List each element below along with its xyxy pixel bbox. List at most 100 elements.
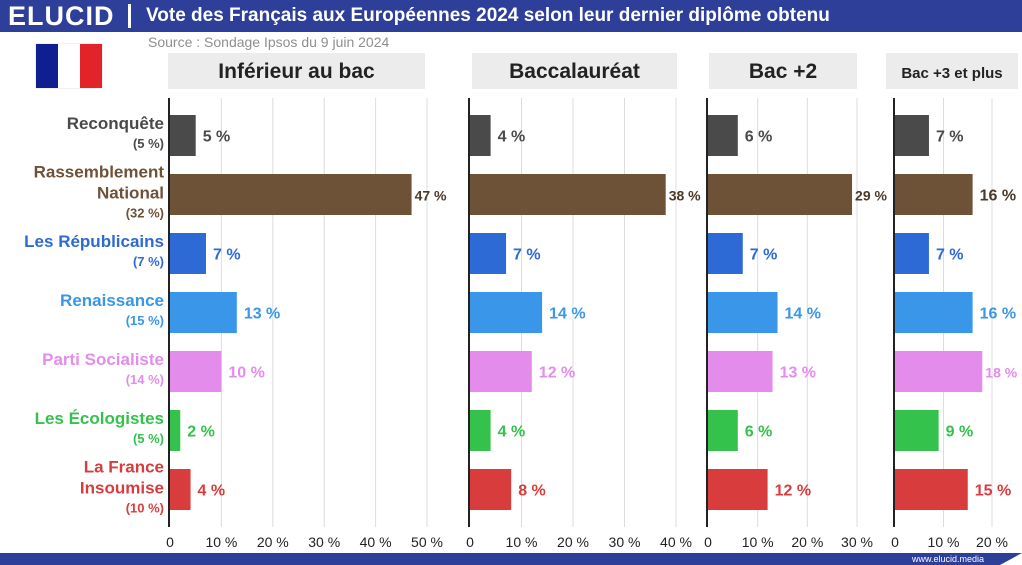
value-label-0-2: 7 % bbox=[213, 247, 241, 264]
x-tick-0-3: 30 % bbox=[308, 534, 340, 550]
bar-0-1 bbox=[170, 174, 412, 215]
bar-0-6 bbox=[170, 469, 191, 510]
bar-3-1 bbox=[895, 174, 973, 215]
bar-2-6 bbox=[708, 469, 768, 510]
bar-0-3 bbox=[170, 292, 237, 333]
value-label-1-6: 8 % bbox=[518, 483, 546, 500]
value-label-2-0: 6 % bbox=[745, 129, 773, 146]
footer-corner bbox=[1000, 553, 1022, 565]
panel-title-2: Bac +2 bbox=[749, 60, 817, 83]
header-divider bbox=[128, 4, 131, 28]
value-label-0-1: 47 % bbox=[415, 188, 447, 204]
value-label-1-2: 7 % bbox=[513, 247, 541, 264]
value-label-0-0: 5 % bbox=[203, 129, 231, 146]
flag-stripe-red bbox=[80, 44, 102, 88]
category-label-5: Les Écologistes (5 %) bbox=[35, 409, 164, 446]
footer-bar: www.elucid.media bbox=[0, 553, 1022, 565]
bar-1-6 bbox=[470, 469, 512, 510]
x-tick-0-0: 0 bbox=[166, 534, 174, 550]
category-label-0: Reconquête (5 %) bbox=[67, 114, 164, 151]
bar-2-0 bbox=[708, 115, 738, 156]
chart-source: Source : Sondage Ipsos du 9 juin 2024 bbox=[148, 34, 390, 50]
x-tick-2-1: 10 % bbox=[742, 534, 774, 550]
value-label-0-4: 10 % bbox=[228, 365, 264, 382]
panel-header-bg-0 bbox=[168, 53, 425, 89]
bar-2-2 bbox=[708, 233, 743, 274]
flag-stripe-white bbox=[58, 44, 80, 88]
x-tick-2-0: 0 bbox=[704, 534, 712, 550]
category-label-2: Les Républicains (7 %) bbox=[24, 232, 164, 269]
x-tick-2-3: 30 % bbox=[841, 534, 873, 550]
value-label-2-3: 14 % bbox=[785, 306, 821, 323]
x-tick-0-5: 50 % bbox=[411, 534, 443, 550]
value-label-2-2: 7 % bbox=[750, 247, 778, 264]
bar-0-0 bbox=[170, 115, 196, 156]
bar-2-3 bbox=[708, 292, 778, 333]
chart-title: Vote des Français aux Européennes 2024 s… bbox=[146, 5, 830, 26]
category-label-3: Renaissance (15 %) bbox=[60, 291, 164, 328]
x-tick-1-1: 10 % bbox=[506, 534, 538, 550]
category-label-6: La France Insoumise (10 %) bbox=[80, 458, 164, 516]
value-label-1-1: 38 % bbox=[669, 188, 701, 204]
value-label-3-3: 16 % bbox=[980, 306, 1016, 323]
value-label-3-5: 9 % bbox=[946, 424, 974, 441]
value-label-1-4: 12 % bbox=[539, 365, 575, 382]
value-label-1-0: 4 % bbox=[498, 129, 526, 146]
x-tick-0-4: 40 % bbox=[360, 534, 392, 550]
bar-2-5 bbox=[708, 410, 738, 451]
panel-title-0: Inférieur au bac bbox=[218, 60, 375, 83]
value-label-1-5: 4 % bbox=[498, 424, 526, 441]
category-label-1: Rassemblement National (32 %) bbox=[34, 163, 165, 221]
x-tick-3-0: 0 bbox=[891, 534, 899, 550]
panel-title-3: Bac +3 et plus bbox=[901, 65, 1002, 82]
bar-3-3 bbox=[895, 292, 973, 333]
value-label-3-6: 15 % bbox=[975, 483, 1011, 500]
panel-header-bg-2 bbox=[709, 53, 857, 89]
bar-1-4 bbox=[470, 351, 532, 392]
x-tick-0-2: 20 % bbox=[257, 534, 289, 550]
value-label-2-6: 12 % bbox=[775, 483, 811, 500]
french-flag bbox=[36, 44, 102, 88]
x-tick-3-1: 10 % bbox=[928, 534, 960, 550]
bar-3-4 bbox=[895, 351, 983, 392]
bar-3-6 bbox=[895, 469, 968, 510]
x-tick-2-2: 20 % bbox=[791, 534, 823, 550]
x-tick-0-1: 10 % bbox=[205, 534, 237, 550]
bar-1-0 bbox=[470, 115, 491, 156]
value-label-0-6: 4 % bbox=[198, 483, 226, 500]
bar-1-5 bbox=[470, 410, 491, 451]
x-tick-1-4: 40 % bbox=[660, 534, 692, 550]
category-label-4: Parti Socialiste (14 %) bbox=[42, 350, 164, 387]
x-tick-1-0: 0 bbox=[466, 534, 474, 550]
bar-0-2 bbox=[170, 233, 206, 274]
value-label-3-4: 18 % bbox=[985, 365, 1017, 381]
x-tick-3-2: 20 % bbox=[976, 534, 1008, 550]
value-label-3-2: 7 % bbox=[936, 247, 964, 264]
panel-title-1: Baccalauréat bbox=[509, 60, 640, 83]
bar-1-2 bbox=[470, 233, 507, 274]
value-label-3-0: 7 % bbox=[936, 129, 964, 146]
value-label-1-3: 14 % bbox=[549, 306, 585, 323]
vote-chart: Reconquête (5 %) Rassemblement National (32 … bbox=[24, 53, 1018, 550]
bar-1-1 bbox=[470, 174, 666, 215]
bar-0-5 bbox=[170, 410, 181, 451]
bar-2-1 bbox=[708, 174, 853, 215]
bar-1-3 bbox=[470, 292, 543, 333]
bar-0-4 bbox=[170, 351, 222, 392]
header-bar: ELUCID Vote des Français aux Européennes… bbox=[0, 0, 1022, 32]
bar-3-0 bbox=[895, 115, 929, 156]
bar-3-5 bbox=[895, 410, 939, 451]
elucid-logo: ELUCID bbox=[8, 1, 115, 31]
x-tick-1-3: 30 % bbox=[609, 534, 641, 550]
footer-url: www.elucid.media bbox=[911, 554, 984, 564]
bar-2-4 bbox=[708, 351, 773, 392]
value-label-0-5: 2 % bbox=[187, 424, 215, 441]
panel-header-bg-3 bbox=[886, 53, 1018, 89]
bar-3-2 bbox=[895, 233, 929, 274]
value-label-2-5: 6 % bbox=[745, 424, 773, 441]
value-label-3-1: 16 % bbox=[980, 188, 1016, 205]
value-label-2-4: 13 % bbox=[780, 365, 816, 382]
panel-header-bg-1 bbox=[472, 53, 677, 89]
flag-stripe-blue bbox=[36, 44, 58, 88]
x-tick-1-2: 20 % bbox=[557, 534, 589, 550]
